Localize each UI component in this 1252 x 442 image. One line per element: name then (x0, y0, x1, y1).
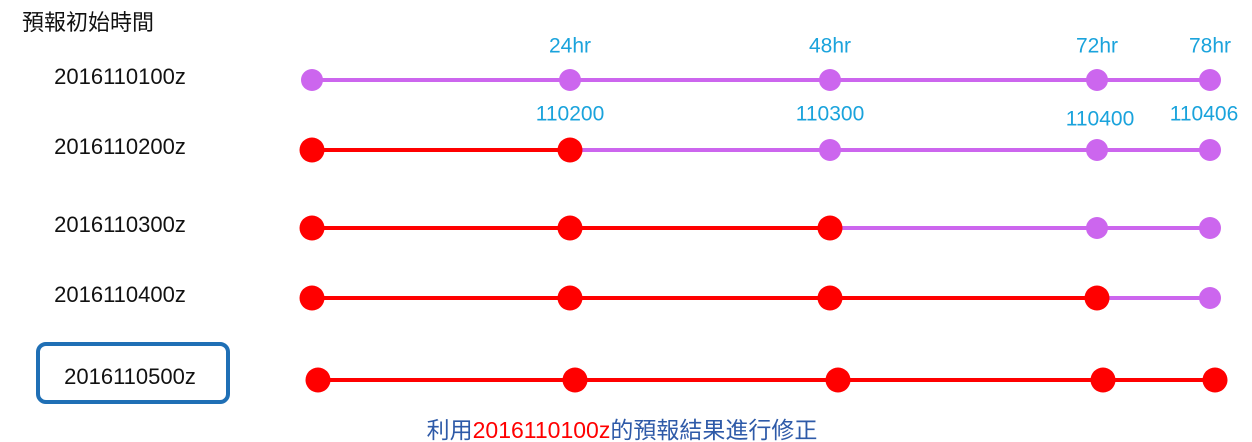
lead-label: 72hr (1076, 35, 1118, 58)
node (299, 215, 325, 241)
lead-label: 24hr (549, 35, 591, 58)
date-label: 110300 (796, 103, 865, 126)
node (1086, 139, 1108, 161)
node (1202, 367, 1228, 393)
node (1199, 139, 1221, 161)
node (562, 367, 588, 393)
caption-text: 的預報結果進行修正 (610, 417, 817, 442)
node (817, 215, 843, 241)
highlight-box (36, 342, 230, 404)
row-label: 2016110200z (54, 134, 186, 159)
node (819, 69, 841, 91)
date-label: 110406 (1170, 103, 1239, 126)
node (1086, 69, 1108, 91)
node (557, 285, 583, 311)
node (1199, 69, 1221, 91)
node (559, 69, 581, 91)
node (819, 139, 841, 161)
row-label: 2016110400z (54, 282, 186, 307)
row-label: 2016110500z (64, 364, 196, 389)
title: 預報初始時間 (22, 10, 154, 35)
node (557, 215, 583, 241)
caption-text: 利用 (427, 417, 473, 442)
row-label: 2016110100z (54, 64, 186, 89)
row-label: 2016110300z (54, 212, 186, 237)
node (1090, 367, 1116, 393)
date-label: 110400 (1066, 108, 1135, 131)
caption: 利用2016110100z的預報結果進行修正 (427, 417, 818, 442)
caption-highlight: 2016110100z (473, 417, 611, 442)
node (557, 137, 583, 163)
node (301, 69, 323, 91)
lead-label: 48hr (809, 35, 851, 58)
node (1086, 217, 1108, 239)
node (817, 285, 843, 311)
node (1084, 285, 1110, 311)
lead-label: 78hr (1189, 35, 1231, 58)
node (305, 367, 331, 393)
node (299, 137, 325, 163)
node (825, 367, 851, 393)
node (299, 285, 325, 311)
node (1199, 287, 1221, 309)
date-label: 110200 (536, 103, 605, 126)
node (1199, 217, 1221, 239)
